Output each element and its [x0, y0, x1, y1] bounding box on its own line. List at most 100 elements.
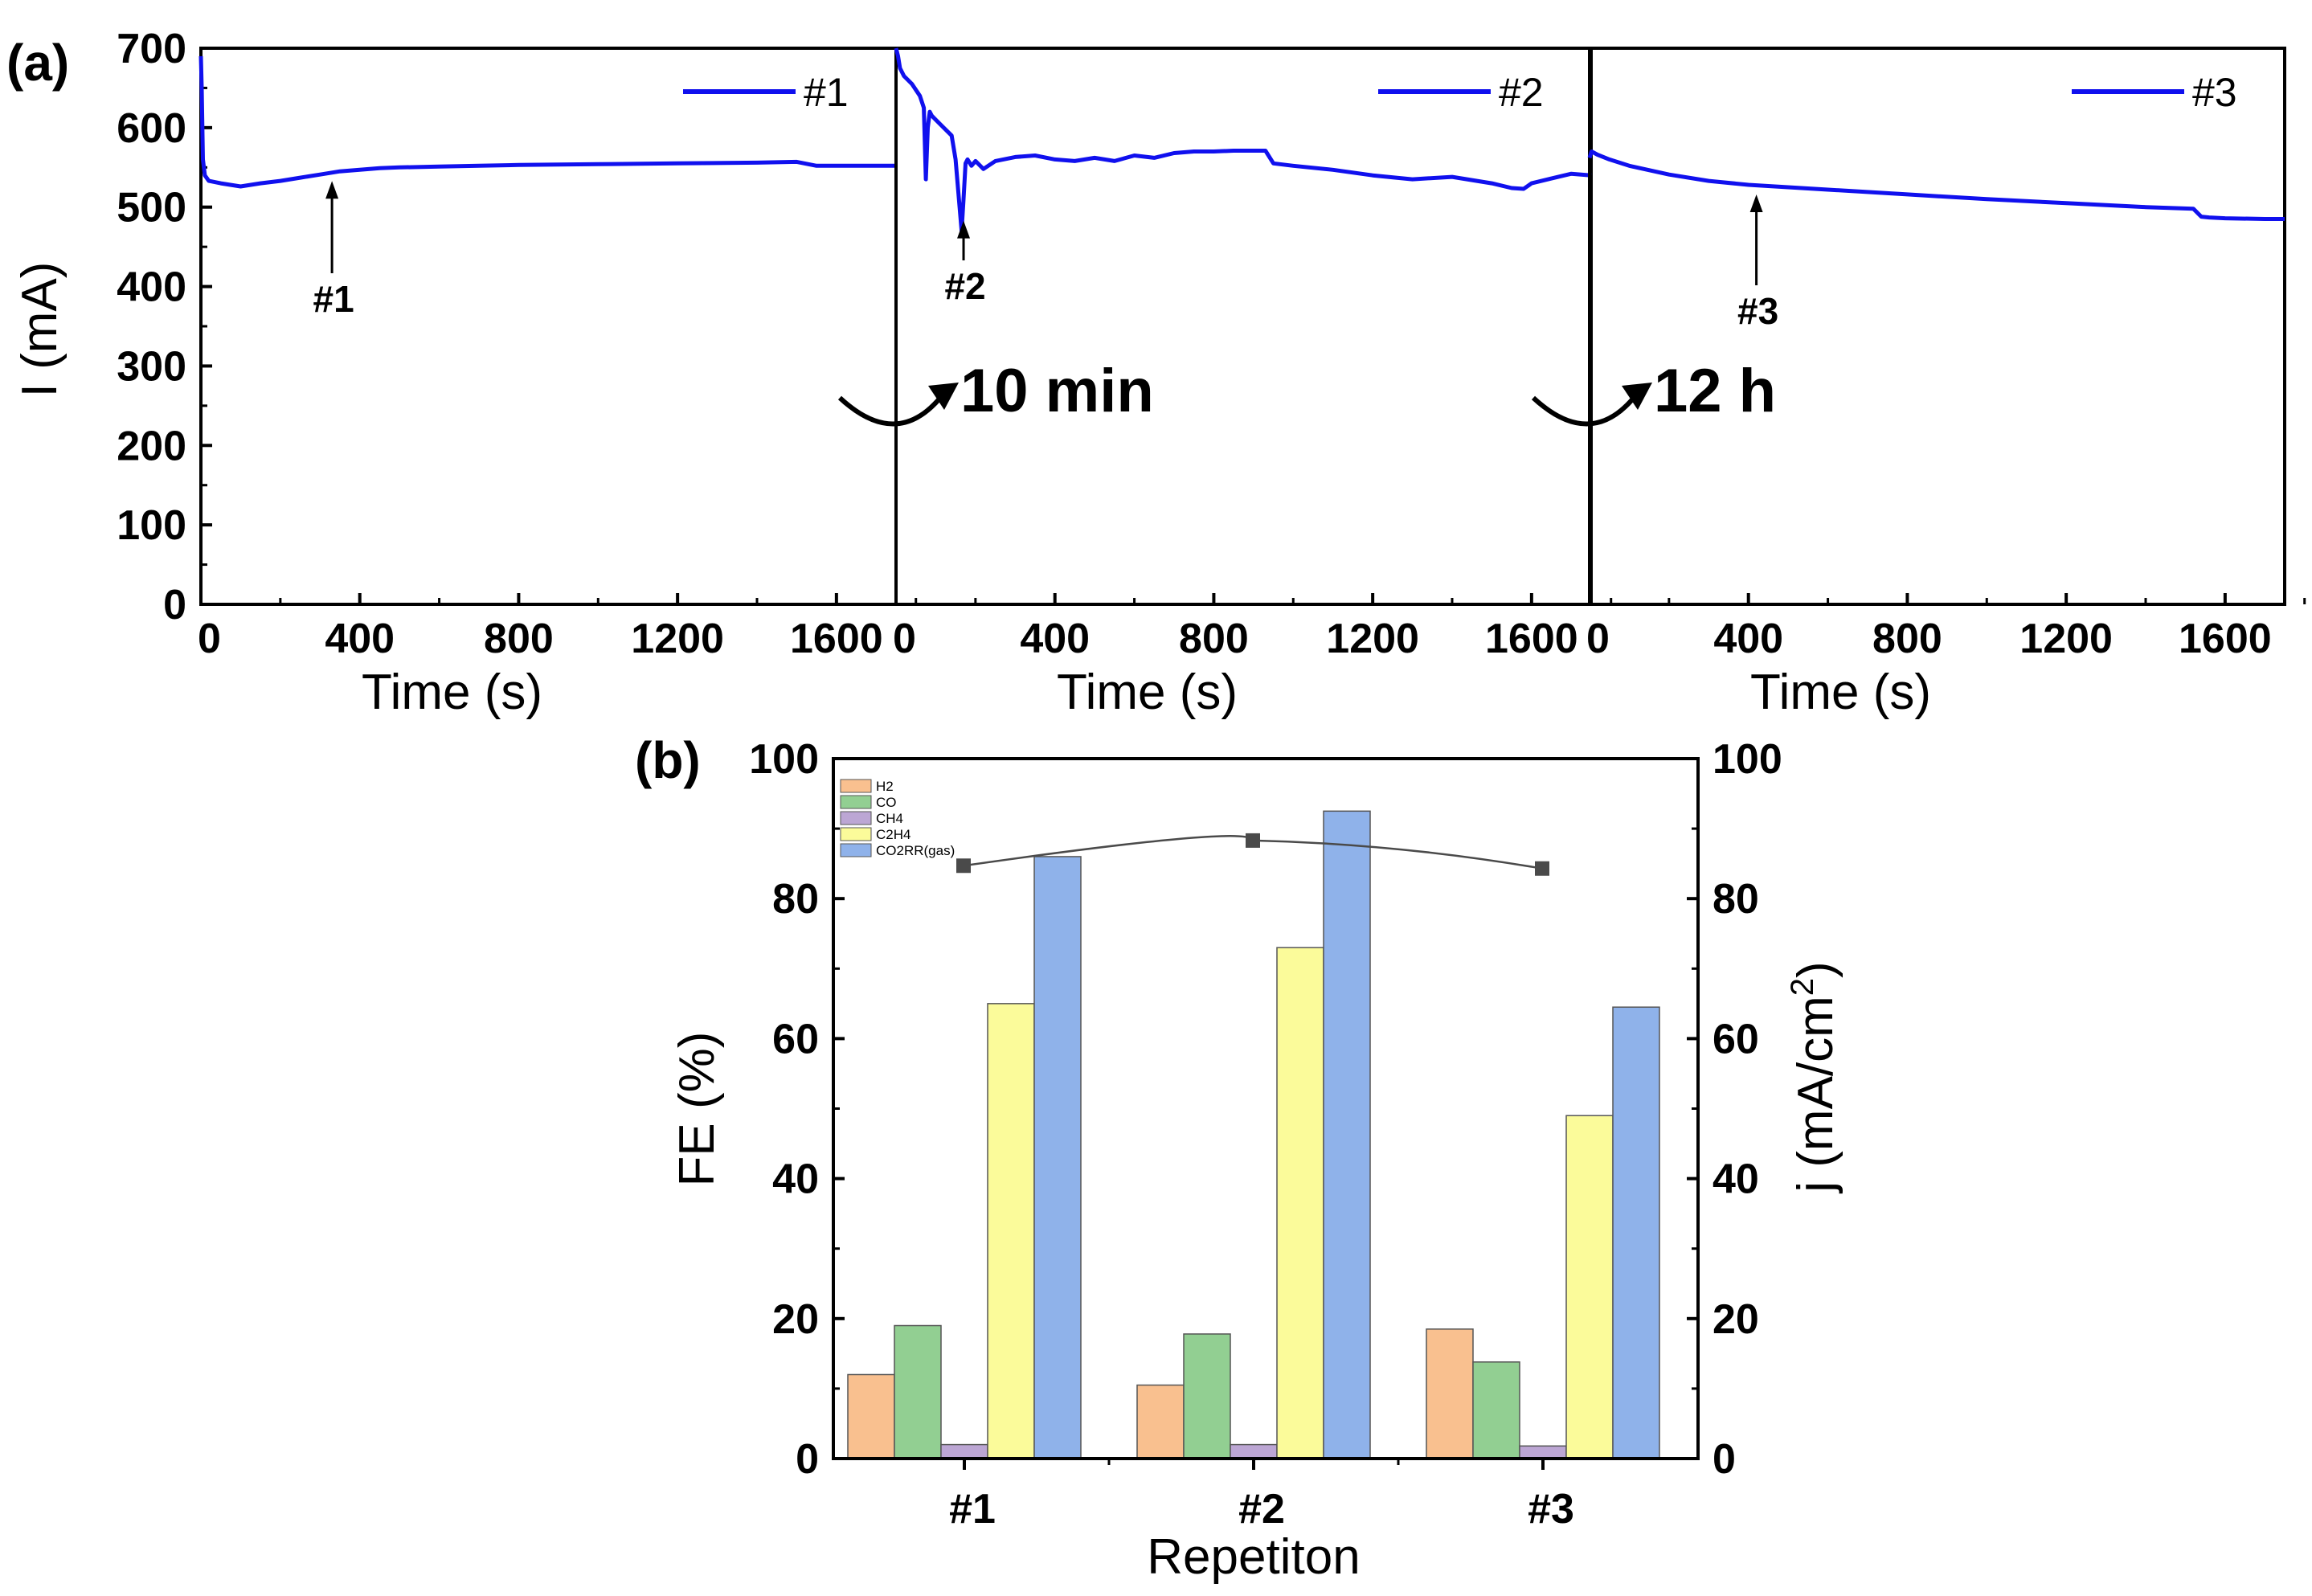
transition-curve: [837, 395, 943, 427]
current-density-marker: [1535, 861, 1549, 876]
annotation-arrowhead: [1749, 194, 1763, 213]
x-axis-label: Repetiton: [1147, 1529, 1360, 1585]
series-line-1: [198, 55, 896, 189]
x-tick-label: 1600: [1485, 616, 1578, 662]
annotation-arrowhead: [325, 181, 339, 199]
legend-label: H2: [876, 779, 894, 794]
legend-label: C2H4: [876, 827, 910, 842]
legend-swatch: [840, 843, 872, 857]
y-tick-label: 0: [163, 582, 186, 628]
bar-co: [1472, 1361, 1520, 1459]
series-line-2: [894, 47, 1592, 233]
bar-c2h4: [987, 1003, 1035, 1459]
y2-tick-label: 20: [1713, 1296, 1759, 1343]
y-tick-label: 500: [117, 185, 186, 231]
y2-tick-label: 100: [1713, 736, 1782, 783]
transition-1: 10 min: [837, 357, 1154, 427]
bar-ch4: [940, 1443, 988, 1459]
bar-co: [1183, 1333, 1231, 1459]
y2-axis-label-end: ): [1788, 961, 1843, 978]
y2-tick-label: 40: [1713, 1156, 1759, 1203]
legend-label: #1: [804, 70, 849, 115]
transition-label: 10 min: [960, 357, 1154, 425]
bar-ch4: [1230, 1443, 1278, 1459]
y2-axis-label-sup: 2: [1785, 978, 1820, 996]
x-tick-label: 0: [1586, 616, 1610, 662]
x-tick-label: 1200: [1326, 616, 1419, 662]
legend-swatch: [840, 811, 872, 825]
current-density-marker: [956, 858, 971, 874]
panel-a: (a) 0 100 200 300 400 500 600 700 I (mA) 0 400 800 12…: [6, 26, 2306, 720]
x-tick-label: #3: [1528, 1486, 1574, 1533]
transition-arrowhead: [1622, 383, 1652, 410]
x-tick-label: 800: [1179, 616, 1249, 662]
y-tick-label: 60: [772, 1016, 819, 1062]
current-density-marker: [1246, 833, 1260, 848]
x-tick-label: 400: [1020, 616, 1090, 662]
x-tick-label: 1200: [631, 616, 724, 662]
x-tick-label: #2: [1238, 1486, 1285, 1533]
x-tick-label: 800: [484, 616, 554, 662]
y-axis-label: FE (%): [669, 1032, 725, 1187]
y2-axis-label: j (mA/cm2): [1785, 961, 1843, 1193]
y-tick-label: 300: [117, 343, 186, 390]
y-tick-label: 0: [796, 1436, 819, 1483]
transition-arrowhead: [928, 383, 959, 410]
plot-frame: [894, 47, 1593, 606]
y2-tick-label: 0: [1713, 1436, 1736, 1483]
y-tick-label: 400: [117, 264, 186, 311]
x-tick-label: 1600: [2179, 616, 2272, 662]
y-tick-label: 100: [117, 502, 186, 549]
y-tick-label: 80: [772, 876, 819, 923]
plot-frame: [1588, 47, 2286, 606]
transition-curve: [1531, 395, 1636, 427]
legend-swatch: [840, 827, 872, 841]
panel-label-b: (b): [635, 731, 701, 789]
y2-tick-label: 80: [1713, 876, 1759, 923]
subplot-3: 0 400 800 1200 1600 Time (s) #3 #3: [1586, 47, 2306, 720]
y2-axis-label-main: j (mA/cm: [1788, 996, 1843, 1194]
bar-h2: [1136, 1384, 1185, 1459]
x-tick-label: 1600: [790, 616, 883, 662]
x-axis-label: Time (s): [362, 665, 542, 720]
legend-label: CO2RR(gas): [876, 843, 955, 858]
bar-c2h4: [1565, 1115, 1614, 1459]
annotation-arrowhead: [957, 220, 971, 239]
y-tick-label: 700: [117, 26, 186, 72]
bar-c2h4: [1276, 947, 1324, 1459]
legend-label: #3: [2192, 70, 2237, 115]
bar-co: [894, 1324, 942, 1459]
subplot-2: 0 400 800 1200 1600 Time (s) #2 #2: [893, 47, 1613, 720]
y2-tick-label: 60: [1713, 1016, 1759, 1062]
series-line-3: [1587, 149, 2285, 221]
x-tick-label: #1: [949, 1486, 996, 1533]
x-tick-label: 400: [1713, 616, 1783, 662]
annotation-label: #3: [1737, 290, 1778, 332]
bar-co2rr-gas-: [1033, 856, 1082, 1459]
x-tick-label: 0: [198, 616, 221, 662]
x-tick-label: 800: [1872, 616, 1942, 662]
legend-swatch: [840, 795, 872, 809]
x-tick-label: 1200: [2019, 616, 2113, 662]
bar-ch4: [1519, 1445, 1567, 1459]
bar-co2rr-gas-: [1612, 1006, 1660, 1459]
legend-label: CO: [876, 795, 897, 810]
legend-label: #2: [1499, 70, 1544, 115]
y-tick-label: 200: [117, 423, 186, 469]
y-tick-label: 100: [749, 736, 819, 783]
y-axis-label: I (mA): [12, 262, 68, 398]
annotation-label: #2: [944, 265, 985, 307]
y-tick-label: 40: [772, 1156, 819, 1203]
annotation-label: #1: [313, 278, 354, 320]
y-tick-label: 20: [772, 1296, 819, 1343]
legend-label: CH4: [876, 811, 903, 826]
plot-frame: [199, 47, 898, 606]
x-axis-label: Time (s): [1750, 665, 1931, 720]
transition-label: 12 h: [1654, 357, 1776, 425]
transition-2: 12 h: [1531, 357, 1776, 427]
y-tick-label: 600: [117, 105, 186, 152]
panel-label-a: (a): [6, 34, 69, 92]
x-tick-label: 0: [893, 616, 916, 662]
bar-co2rr-gas-: [1323, 810, 1371, 1459]
